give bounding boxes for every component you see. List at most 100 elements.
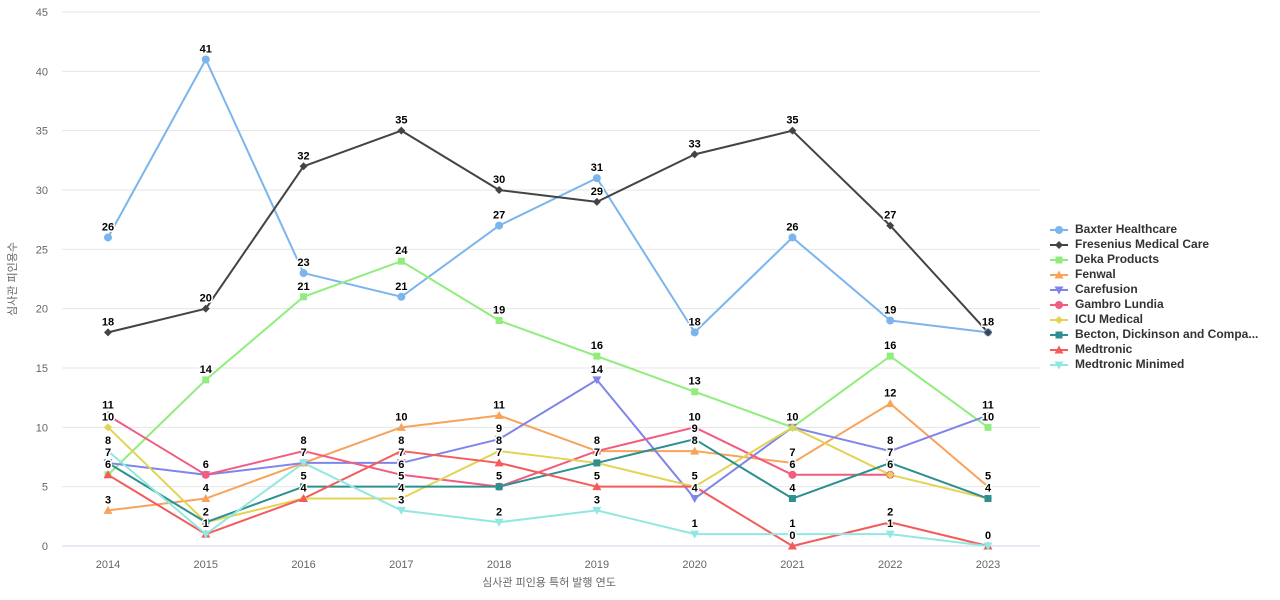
point-deka-products-2020[interactable] [691, 388, 699, 396]
point-gambro-lundia-2015[interactable] [201, 470, 210, 479]
point-fresenius-medical-care-2018[interactable] [495, 186, 504, 194]
point-deka-products-2015[interactable] [202, 376, 210, 384]
point-fresenius-medical-care-2015[interactable] [201, 304, 210, 313]
legend-item-fenwal[interactable]: Fenwal [1048, 267, 1258, 282]
point-fenwal-2020[interactable] [690, 446, 700, 455]
point-becton-dickinson-and-compa-2017[interactable] [397, 483, 405, 491]
point-fenwal-2022[interactable] [885, 399, 895, 408]
point-medtronic-2019[interactable] [592, 482, 602, 491]
point-fresenius-medical-care-2017[interactable] [397, 126, 406, 135]
point-medtronic-minimed-2019[interactable] [592, 506, 602, 515]
point-medtronic-minimed-2016[interactable] [299, 459, 309, 468]
point-medtronic-minimed-2023[interactable] [983, 542, 993, 551]
point-icu-medical-2021[interactable] [788, 423, 797, 432]
point-gambro-lundia-2014[interactable] [104, 411, 112, 420]
point-baxter-healthcare-2014[interactable] [104, 233, 112, 242]
point-baxter-healthcare-2021[interactable] [788, 233, 797, 242]
legend-item-fresenius-medical-care[interactable]: Fresenius Medical Care [1048, 237, 1258, 252]
point-becton-dickinson-and-compa-2020[interactable] [691, 435, 699, 443]
point-becton-dickinson-and-compa-2021[interactable] [788, 495, 796, 503]
point-medtronic-2018[interactable] [494, 458, 504, 467]
point-carefusion-2018[interactable] [494, 435, 504, 444]
point-deka-products-2017[interactable] [397, 257, 405, 265]
point-deka-products-2019[interactable] [593, 352, 601, 360]
point-fresenius-medical-care-2019[interactable] [592, 197, 601, 206]
point-fenwal-2015[interactable] [201, 494, 211, 503]
legend-item-becton-dickinson-and-compa[interactable]: Becton, Dickinson and Compa... [1048, 327, 1258, 342]
point-gambro-lundia-2017[interactable] [397, 470, 406, 479]
point-fenwal-2021[interactable] [787, 458, 797, 467]
legend-item-baxter-healthcare[interactable]: Baxter Healthcare [1048, 222, 1258, 237]
legend-item-icu-medical[interactable]: ICU Medical [1048, 312, 1258, 327]
point-icu-medical-2014[interactable] [104, 423, 112, 432]
point-baxter-healthcare-2022[interactable] [886, 316, 895, 325]
point-gambro-lundia-2020[interactable] [690, 423, 699, 432]
point-fresenius-medical-care-2023[interactable] [984, 328, 992, 337]
point-medtronic-2017[interactable] [396, 446, 406, 455]
point-fresenius-medical-care-2020[interactable] [690, 150, 699, 159]
legend-item-medtronic-minimed[interactable]: Medtronic Minimed [1048, 357, 1258, 372]
point-carefusion-2022[interactable] [885, 447, 895, 456]
point-medtronic-2020[interactable] [690, 482, 700, 491]
point-baxter-healthcare-2017[interactable] [397, 292, 406, 301]
point-deka-products-2022[interactable] [886, 352, 894, 360]
point-becton-dickinson-and-compa-2019[interactable] [593, 459, 601, 467]
point-icu-medical-2018[interactable] [495, 447, 504, 456]
data-label-medtronic-minimed-2018: 2 [496, 506, 502, 518]
point-medtronic-2016[interactable] [299, 494, 309, 503]
point-baxter-healthcare-2019[interactable] [592, 174, 601, 183]
data-label-fresenius-medical-care-2016: 32 [297, 150, 309, 162]
point-medtronic-minimed-2014[interactable] [103, 447, 113, 456]
legend-item-gambro-lundia[interactable]: Gambro Lundia [1048, 297, 1258, 312]
point-baxter-healthcare-2018[interactable] [495, 221, 504, 230]
point-fenwal-2018[interactable] [494, 410, 504, 419]
point-carefusion-2017[interactable] [396, 459, 406, 468]
point-fenwal-2023[interactable] [983, 482, 993, 491]
point-medtronic-minimed-2021[interactable] [787, 530, 797, 539]
data-label-becton-dickinson-and-compa-2021: 4 [789, 483, 796, 495]
point-medtronic-2022[interactable] [885, 517, 895, 526]
point-baxter-healthcare-2020[interactable] [690, 328, 699, 337]
point-baxter-healthcare-2015[interactable] [201, 55, 210, 64]
point-gambro-lundia-2021[interactable] [788, 470, 797, 479]
point-fenwal-2014[interactable] [103, 505, 113, 514]
point-medtronic-2014[interactable] [103, 470, 113, 479]
point-becton-dickinson-and-compa-2014[interactable] [104, 459, 112, 467]
point-gambro-lundia-2019[interactable] [592, 447, 601, 456]
point-becton-dickinson-and-compa-2023[interactable] [984, 495, 992, 503]
point-becton-dickinson-and-compa-2016[interactable] [300, 483, 308, 491]
point-carefusion-2020[interactable] [690, 495, 700, 504]
point-carefusion-2023[interactable] [983, 411, 993, 420]
point-gambro-lundia-2016[interactable] [299, 447, 308, 456]
point-medtronic-minimed-2022[interactable] [885, 530, 895, 539]
point-becton-dickinson-and-compa-2015[interactable] [202, 518, 210, 526]
legend-item-medtronic[interactable]: Medtronic [1048, 342, 1258, 357]
point-deka-products-2023[interactable] [984, 423, 992, 431]
y-tick-label: 30 [36, 185, 48, 197]
point-medtronic-minimed-2018[interactable] [494, 518, 504, 527]
point-deka-products-2016[interactable] [300, 293, 308, 301]
point-fenwal-2017[interactable] [396, 422, 406, 431]
point-fresenius-medical-care-2016[interactable] [299, 162, 308, 171]
point-deka-products-2018[interactable] [495, 317, 503, 325]
point-fresenius-medical-care-2022[interactable] [886, 221, 895, 230]
x-tick-label: 2014 [96, 559, 120, 571]
data-label-baxter-healthcare-2015: 41 [200, 43, 212, 55]
legend-item-deka-products[interactable]: Deka Products [1048, 252, 1258, 267]
point-medtronic-minimed-2020[interactable] [690, 530, 700, 539]
x-tick-label: 2020 [682, 559, 706, 571]
point-medtronic-minimed-2015[interactable] [201, 530, 211, 539]
point-becton-dickinson-and-compa-2018[interactable] [495, 483, 503, 491]
point-medtronic-minimed-2017[interactable] [396, 506, 406, 515]
legend-item-carefusion[interactable]: Carefusion [1048, 282, 1258, 297]
point-carefusion-2019[interactable] [592, 376, 602, 385]
point-medtronic-2021[interactable] [787, 541, 797, 550]
point-icu-medical-2017[interactable] [397, 494, 406, 503]
point-becton-dickinson-and-compa-2022[interactable] [886, 459, 894, 467]
point-fresenius-medical-care-2014[interactable] [104, 328, 112, 337]
point-icu-medical-2022[interactable] [886, 470, 895, 479]
point-fresenius-medical-care-2021[interactable] [788, 126, 797, 135]
data-label-gambro-lundia-2018: 5 [496, 471, 502, 483]
point-baxter-healthcare-2016[interactable] [299, 269, 308, 278]
